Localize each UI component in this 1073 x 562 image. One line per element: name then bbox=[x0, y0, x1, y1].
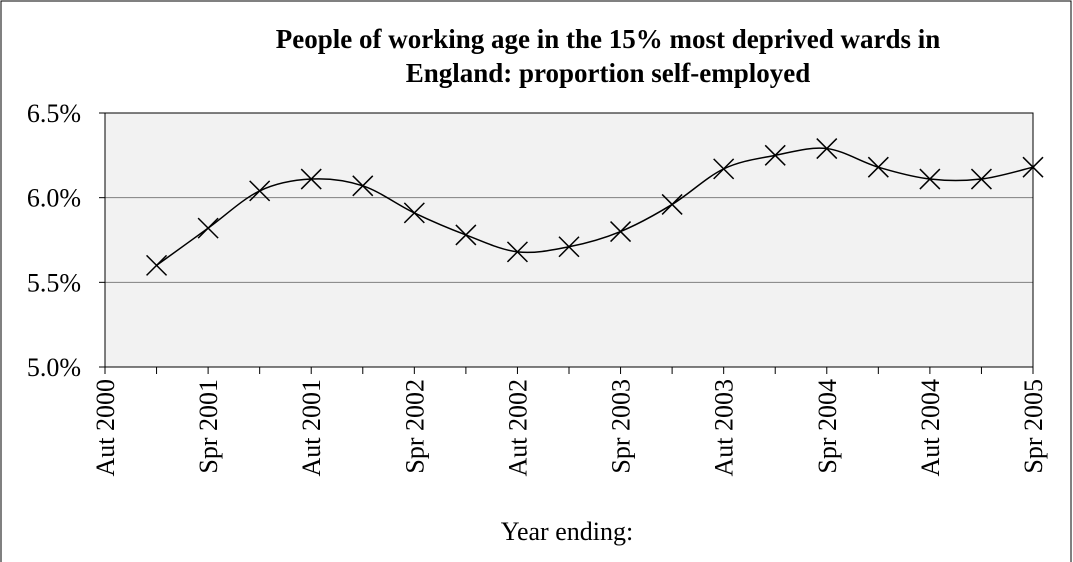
marker-stroke bbox=[506, 241, 528, 263]
marker-stroke bbox=[300, 168, 322, 190]
x-tick-label: Aut 2002 bbox=[503, 379, 532, 477]
marker bbox=[558, 236, 580, 258]
marker bbox=[867, 156, 889, 178]
x-tick-label: Spr 2003 bbox=[607, 379, 636, 474]
marker bbox=[455, 224, 477, 246]
marker bbox=[610, 221, 632, 243]
marker-stroke bbox=[713, 158, 735, 180]
marker-stroke bbox=[661, 193, 683, 215]
marker-stroke bbox=[919, 168, 941, 190]
marker-stroke bbox=[249, 180, 271, 202]
marker-stroke bbox=[403, 202, 425, 224]
x-tick-label: Spr 2002 bbox=[400, 379, 429, 474]
x-tick-label: Aut 2000 bbox=[91, 379, 120, 477]
chart-title: People of working age in the 15% most de… bbox=[276, 24, 941, 54]
marker-stroke bbox=[197, 217, 219, 239]
marker bbox=[764, 144, 786, 166]
y-tick-label: 6.0% bbox=[27, 184, 81, 213]
y-tick-label: 5.0% bbox=[27, 353, 81, 382]
line bbox=[156, 147, 1034, 267]
marker bbox=[146, 254, 168, 276]
marker-stroke bbox=[146, 254, 168, 276]
marker bbox=[816, 138, 838, 160]
x-tick-label: Spr 2001 bbox=[194, 379, 223, 474]
marker-stroke bbox=[867, 156, 889, 178]
marker-stroke bbox=[816, 138, 838, 160]
marker-stroke bbox=[764, 144, 786, 166]
marker-stroke bbox=[970, 168, 992, 190]
marker bbox=[506, 241, 528, 263]
marker-stroke bbox=[352, 175, 374, 197]
marker-stroke bbox=[1022, 156, 1044, 178]
marker bbox=[249, 180, 271, 202]
marker bbox=[352, 175, 374, 197]
marker-stroke bbox=[610, 221, 632, 243]
marker bbox=[713, 158, 735, 180]
x-tick-label: Aut 2001 bbox=[297, 379, 326, 477]
x-tick-label: Spr 2005 bbox=[1019, 379, 1048, 474]
y-tick-label: 6.5% bbox=[27, 99, 81, 128]
x-tick-label: Aut 2004 bbox=[916, 379, 945, 477]
x-tick-label: Aut 2003 bbox=[710, 379, 739, 477]
marker bbox=[403, 202, 425, 224]
marker bbox=[1022, 156, 1044, 178]
y-tick-label: 5.5% bbox=[27, 268, 81, 297]
chart-title: England: proportion self-employed bbox=[406, 58, 811, 88]
marker bbox=[197, 217, 219, 239]
marker-stroke bbox=[455, 224, 477, 246]
plot-area bbox=[105, 113, 1033, 367]
marker bbox=[661, 193, 683, 215]
marker bbox=[300, 168, 322, 190]
marker bbox=[919, 168, 941, 190]
x-tick-label: Spr 2004 bbox=[813, 379, 842, 474]
x-axis-label: Year ending: bbox=[501, 517, 633, 546]
marker bbox=[970, 168, 992, 190]
marker-stroke bbox=[558, 236, 580, 258]
